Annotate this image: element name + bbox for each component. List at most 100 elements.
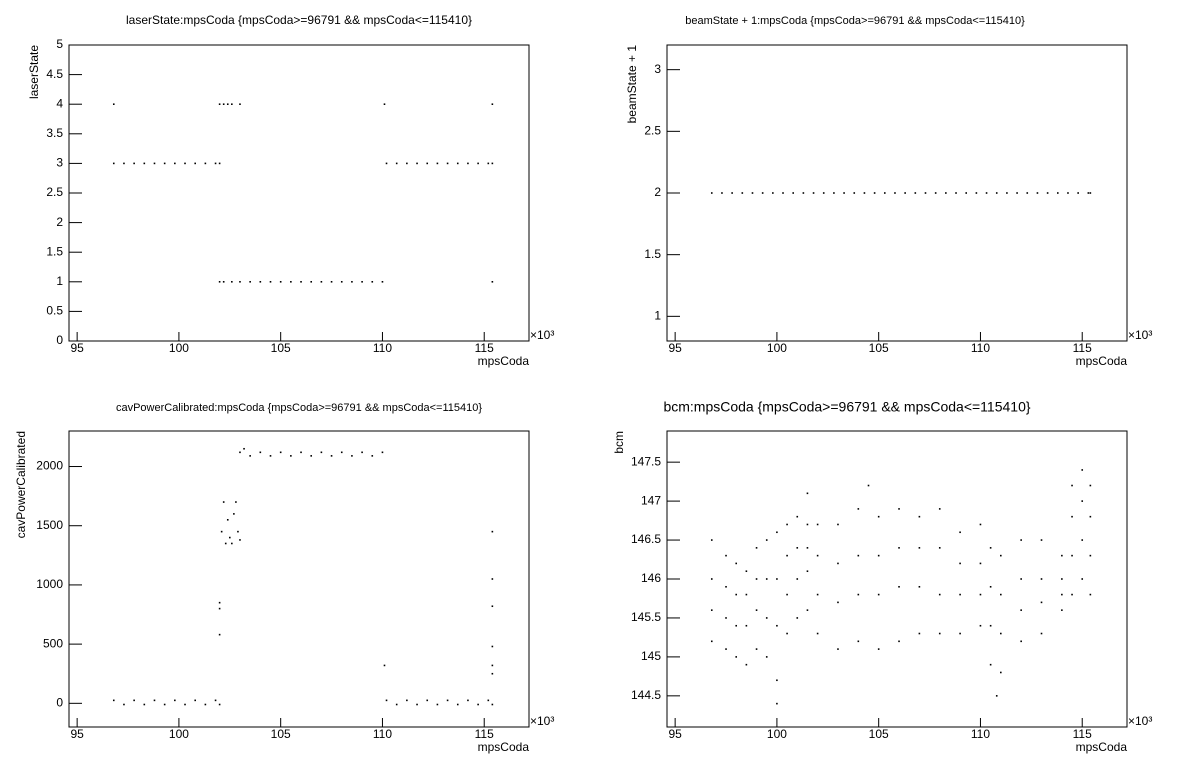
- point: [310, 281, 313, 283]
- point: [1056, 192, 1059, 194]
- point: [735, 624, 738, 627]
- point: [228, 536, 231, 539]
- point: [989, 547, 992, 549]
- y-tick-label: 145: [641, 649, 661, 663]
- point: [965, 192, 968, 194]
- x-axis-label: mpsCoda: [1076, 354, 1128, 368]
- point: [1061, 609, 1063, 611]
- point: [1067, 192, 1069, 194]
- point: [772, 192, 774, 194]
- point: [989, 585, 992, 588]
- point: [877, 515, 880, 518]
- x-tick-label: 95: [70, 727, 84, 741]
- point: [174, 699, 176, 702]
- point: [857, 508, 860, 510]
- point: [1089, 484, 1092, 487]
- point: [310, 455, 313, 457]
- point: [1040, 601, 1043, 604]
- point: [776, 679, 778, 682]
- y-tick-label: 2.5: [644, 124, 661, 138]
- point: [395, 162, 398, 165]
- x-axis-label: mpsCoda: [1076, 740, 1128, 754]
- point: [816, 632, 819, 635]
- point: [133, 162, 135, 165]
- point: [491, 530, 494, 533]
- point: [816, 523, 819, 526]
- point: [112, 103, 115, 105]
- point: [1089, 593, 1092, 596]
- y-tick-label: 146.5: [631, 532, 661, 546]
- point: [1020, 640, 1022, 643]
- point: [1077, 192, 1079, 194]
- plot-frame: [666, 430, 1128, 728]
- point: [231, 103, 233, 105]
- point: [1071, 593, 1073, 596]
- x-tick-label: 115: [475, 341, 494, 355]
- point: [351, 455, 353, 457]
- point: [765, 617, 768, 619]
- point: [979, 562, 982, 565]
- y-tick-label: 0.5: [46, 304, 63, 318]
- point: [456, 703, 459, 706]
- point: [1040, 632, 1043, 635]
- point: [898, 508, 900, 510]
- point: [918, 585, 921, 588]
- point: [491, 103, 494, 105]
- point: [745, 570, 748, 573]
- point: [782, 192, 784, 194]
- point: [812, 192, 815, 194]
- x-tick-label: 110: [971, 341, 990, 355]
- point: [467, 699, 469, 702]
- point: [231, 542, 233, 545]
- y-axis-label: bcm: [612, 431, 626, 454]
- point: [877, 648, 880, 650]
- y-tick-label: 1: [654, 309, 661, 323]
- point: [218, 281, 221, 283]
- y-tick-label: 2: [56, 215, 63, 229]
- y-tick-label: 500: [43, 636, 63, 650]
- point: [883, 192, 886, 194]
- point: [995, 192, 998, 194]
- point: [279, 281, 282, 283]
- point: [731, 192, 733, 194]
- point: [755, 578, 758, 580]
- x-tick-label: 100: [169, 341, 189, 355]
- point: [761, 192, 764, 194]
- point: [491, 578, 494, 580]
- point: [416, 162, 418, 165]
- point: [1081, 539, 1084, 541]
- point: [491, 162, 494, 165]
- point: [1089, 515, 1092, 518]
- x-tick-label: 100: [767, 341, 787, 355]
- point: [340, 451, 343, 454]
- point: [979, 624, 982, 627]
- point: [123, 162, 125, 165]
- y-tick-label: 5: [56, 37, 63, 51]
- point: [837, 648, 839, 650]
- point: [979, 523, 982, 526]
- point: [237, 530, 239, 533]
- y-tick-label: 1: [56, 274, 63, 288]
- y-tick-label: 147.5: [631, 454, 661, 468]
- point: [383, 103, 386, 105]
- point: [1071, 554, 1073, 557]
- point: [776, 702, 778, 705]
- point: [1000, 632, 1002, 635]
- point: [123, 703, 125, 706]
- x-tick-label: 110: [373, 341, 392, 355]
- chart-title: laserState:mpsCoda {mpsCoda>=96791 && mp…: [126, 13, 472, 27]
- point: [259, 281, 262, 283]
- point: [989, 624, 992, 627]
- x-multiplier: ×10³: [1128, 714, 1152, 728]
- point: [351, 281, 353, 283]
- point: [1081, 578, 1084, 580]
- point: [222, 281, 225, 283]
- point: [843, 192, 845, 194]
- y-tick-label: 147: [641, 493, 661, 507]
- point: [837, 601, 839, 604]
- point: [755, 609, 758, 611]
- point: [1000, 554, 1002, 557]
- point: [416, 703, 418, 706]
- point: [243, 447, 245, 450]
- point: [959, 593, 961, 596]
